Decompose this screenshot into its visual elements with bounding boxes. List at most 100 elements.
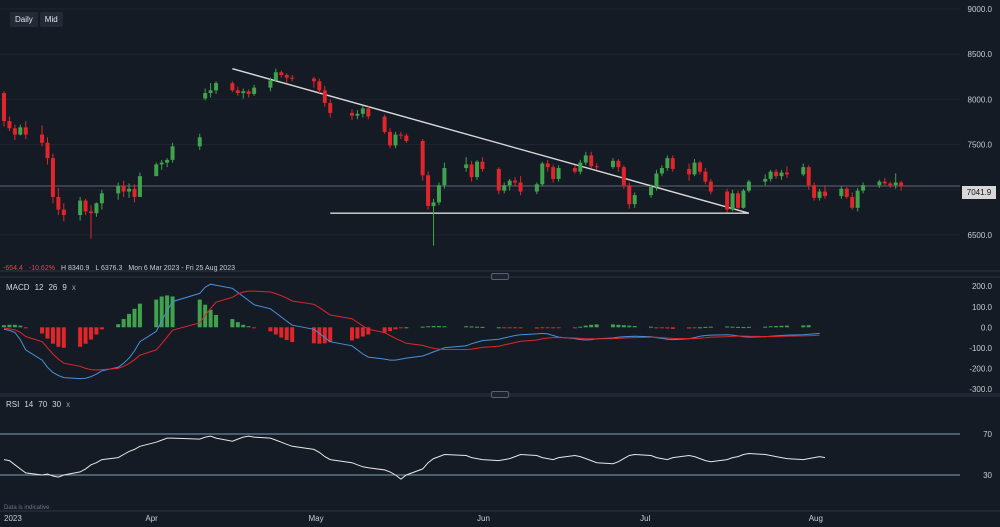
macd-histogram-bar [649, 326, 654, 328]
candle-body [382, 116, 387, 132]
candle-body [214, 83, 219, 91]
macd-histogram-bar [801, 325, 806, 328]
candle-body [56, 196, 61, 210]
candle-body [230, 83, 235, 91]
candle-body [823, 191, 828, 197]
candle-body [273, 72, 278, 81]
candle-body [127, 188, 132, 192]
macd-histogram-bar [534, 327, 539, 329]
candle-body [768, 171, 773, 179]
macd-histogram-bar [208, 309, 213, 328]
price-panel-resize-handle[interactable] [491, 273, 509, 280]
candle-body [665, 158, 670, 169]
candle-body [99, 193, 104, 204]
macd-close-icon[interactable]: x [71, 283, 76, 292]
candle-body [877, 181, 882, 186]
macd-histogram-bar [426, 326, 431, 328]
candle-body [78, 200, 83, 216]
macd-histogram-bar [290, 327, 295, 343]
rsi-y-tick: 30 [983, 471, 992, 480]
candle-body [404, 135, 409, 141]
x-axis-label: Aug [809, 514, 823, 523]
rsi-close-icon[interactable]: x [66, 400, 71, 409]
candle-body [61, 209, 66, 216]
x-axis-label: Jul [640, 514, 650, 523]
macd-histogram-bar [779, 325, 784, 328]
candle-body [659, 168, 664, 174]
macd-histogram-bar [322, 327, 327, 344]
macd-histogram-bar [7, 324, 12, 328]
macd-param-slow: 26 [48, 283, 58, 292]
candle-body [496, 168, 501, 191]
candle-body [203, 93, 208, 99]
candle-body [197, 137, 202, 147]
candle-body [121, 186, 126, 192]
candle-body [235, 90, 240, 94]
macd-histogram-bar [197, 299, 202, 328]
candle-body [322, 90, 327, 103]
price-y-tick: 8000.0 [968, 95, 993, 104]
macd-histogram-bar [610, 324, 615, 328]
macd-param-signal: 9 [62, 283, 67, 292]
macd-histogram-bar [2, 325, 6, 328]
macd-histogram-bar [88, 327, 93, 340]
macd-histogram-bar [572, 327, 577, 329]
macd-histogram-bar [23, 327, 28, 329]
macd-histogram-bar [170, 296, 175, 328]
macd-histogram-bar [545, 327, 550, 329]
mid-button[interactable]: Mid [39, 12, 63, 27]
macd-histogram-bar [349, 327, 354, 341]
daily-button[interactable]: Daily [10, 12, 38, 27]
date-range: Mon 6 Mar 2023 - Fri 25 Aug 2023 [128, 265, 235, 272]
candle-body [654, 173, 659, 188]
candle-body [132, 188, 137, 197]
candle-body [882, 181, 887, 184]
macd-histogram-bar [654, 327, 659, 329]
macd-histogram-bar [627, 325, 632, 328]
candle-body [420, 140, 425, 176]
macd-histogram-bar [273, 327, 278, 335]
candle-body [551, 167, 556, 179]
candle-body [736, 193, 741, 208]
macd-histogram-bar [279, 327, 284, 338]
macd-panel-resize-handle[interactable] [491, 391, 509, 398]
candle-body [806, 167, 811, 186]
macd-y-tick: 0.0 [981, 323, 993, 332]
candle-body [469, 164, 474, 178]
candle-body [154, 164, 159, 177]
candle-body [442, 168, 447, 186]
macd-histogram-bar [480, 326, 485, 328]
macd-histogram-bar [496, 327, 501, 329]
candle-body [40, 134, 45, 143]
candle-body [692, 162, 697, 175]
candle-body [83, 200, 88, 212]
macd-histogram-bar [40, 327, 45, 334]
candle-body [268, 80, 273, 88]
trendline [232, 67, 750, 214]
macd-param-fast: 12 [34, 283, 44, 292]
rsi-param-lower: 30 [52, 400, 62, 409]
macd-histogram-bar [317, 327, 322, 344]
timeframe-toolbar: Daily Mid [10, 12, 63, 27]
candle-body [116, 186, 121, 194]
macd-histogram-bar [703, 326, 708, 328]
macd-histogram-bar [398, 327, 403, 329]
candle-body [583, 155, 588, 163]
macd-histogram-bar [311, 327, 316, 344]
macd-histogram-bar [730, 326, 735, 328]
macd-histogram-bar [621, 325, 626, 328]
x-axis-label: Jun [477, 514, 490, 523]
candle-body [540, 163, 545, 185]
candle-body [311, 78, 316, 82]
candle-body [366, 108, 371, 117]
price-y-tick: 7500.0 [968, 141, 993, 150]
macd-histogram-bar [420, 326, 425, 328]
macd-histogram-bar [741, 327, 746, 329]
x-axis-label: Apr [145, 514, 158, 523]
candle-body [170, 146, 175, 160]
macd-histogram-bar [355, 327, 360, 339]
x-axis-label: 2023 [4, 514, 22, 523]
candle-body [50, 158, 55, 197]
candle-body [328, 102, 333, 113]
